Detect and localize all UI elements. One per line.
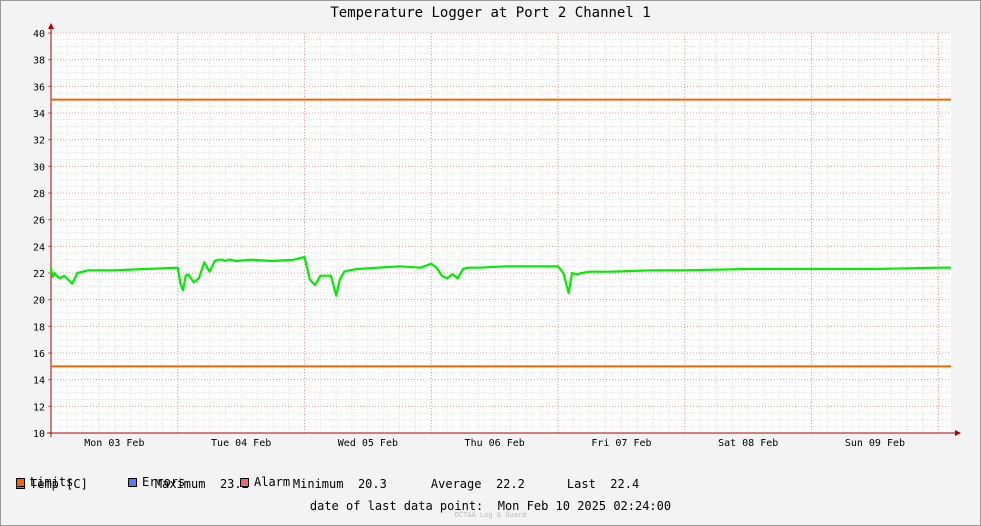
y-tick-label: 24 — [33, 242, 45, 253]
legend-label-temp: Temp [C] — [30, 477, 88, 491]
x-axis-arrow — [955, 430, 961, 436]
y-tick-label: 36 — [33, 82, 45, 93]
stat-minimum-value: 20.3 — [357, 477, 387, 491]
y-tick-label: 30 — [33, 162, 45, 173]
x-tick-label: Sun 09 Feb — [845, 438, 905, 449]
legend-row-1: Temp [C] Maximum 23.2 Minimum 20.3 Avera… — [16, 463, 639, 505]
y-tick-label: 16 — [33, 349, 45, 360]
temp-series-line — [49, 255, 951, 297]
x-tick-label: Mon 03 Feb — [84, 438, 144, 449]
legend-swatch-errors — [128, 477, 137, 487]
legend-label-limits: Limits — [30, 475, 74, 489]
legend-item-limits: Limits — [16, 475, 128, 489]
y-tick-label: 28 — [33, 189, 45, 200]
y-tick-label: 18 — [33, 322, 45, 333]
y-tick-label: 38 — [33, 56, 45, 67]
legend-label-errors: Errors — [142, 475, 186, 489]
y-tick-label: 34 — [33, 109, 45, 120]
chart-title: Temperature Logger at Port 2 Channel 1 — [330, 5, 651, 21]
legend-label-alarm: Alarm — [254, 475, 291, 489]
x-tick-label: Thu 06 Feb — [465, 438, 525, 449]
stat-last-label: Last — [566, 477, 596, 491]
stat-average-label: Average — [430, 477, 482, 491]
legend-swatch-alarm — [240, 477, 249, 487]
stat-last-value: 22.4 — [610, 477, 640, 491]
y-tick-label: 12 — [33, 402, 45, 413]
x-tick-label: Sat 08 Feb — [718, 438, 778, 449]
last-data-point: date of last data point: Mon Feb 10 2025… — [0, 499, 981, 513]
y-tick-label: 10 — [33, 429, 45, 440]
y-tick-label: 32 — [33, 136, 45, 147]
y-tick-label: 14 — [33, 376, 45, 387]
last-data-point-label: date of last data point: — [309, 499, 484, 513]
legend-swatch-limits — [16, 477, 25, 487]
y-tick-label: 22 — [33, 269, 45, 280]
y-tick-label: 20 — [33, 296, 45, 307]
legend-item-alarm: Alarm — [240, 475, 290, 489]
stat-average: Average 22.2 — [402, 463, 538, 505]
stat-minimum: Minimum 20.3 — [264, 463, 402, 505]
watermark: OCTAA Log & Guard — [454, 511, 527, 519]
x-tick-label: Fri 07 Feb — [591, 438, 651, 449]
y-tick-label: 40 — [33, 29, 45, 40]
x-tick-label: Tue 04 Feb — [211, 438, 271, 449]
legend-row-2: Limits Errors Alarm — [16, 475, 290, 489]
stat-maximum-label: Maximum — [154, 477, 206, 491]
y-axis-arrow — [48, 23, 54, 29]
y-tick-label: 26 — [33, 216, 45, 227]
last-data-point-value: Mon Feb 10 2025 02:24:00 — [497, 499, 672, 513]
stat-last: Last 22.4 — [538, 463, 639, 505]
stat-average-value: 22.2 — [495, 477, 525, 491]
legend-item-errors: Errors — [128, 475, 240, 489]
x-tick-label: Wed 05 Feb — [338, 438, 398, 449]
stat-minimum-label: Minimum — [292, 477, 344, 491]
